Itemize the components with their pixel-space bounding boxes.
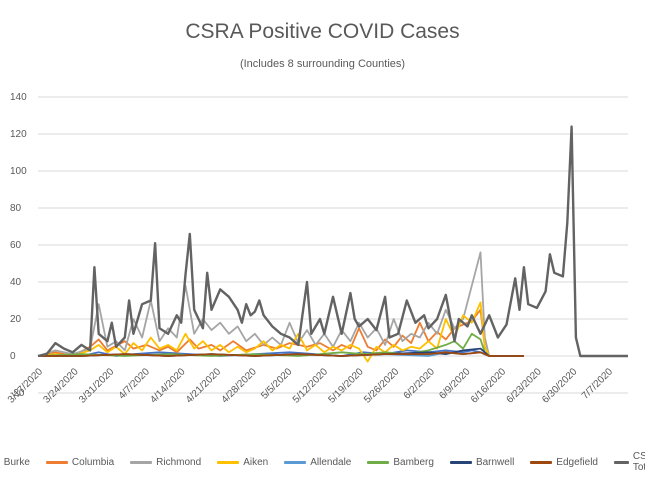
y-tick-label: 40	[10, 277, 22, 288]
legend-item-edgefield: Edgefield	[530, 451, 598, 473]
legend-label: Barnwell	[475, 456, 515, 468]
y-tick-label: 0	[10, 351, 16, 362]
x-tick-label: 4/21/2020	[184, 366, 224, 406]
legend-label: Burke	[3, 456, 30, 468]
chart-title: CSRA Positive COVID Cases	[185, 20, 460, 43]
legend-swatch	[530, 460, 553, 464]
x-tick-label: 4/28/2020	[220, 366, 260, 406]
legend-item-csra-total: CSRA Total	[614, 451, 645, 473]
legend-item-barnwell: Barnwell	[449, 451, 515, 473]
legend-item-burke: Burke	[0, 451, 30, 473]
y-tick-label: 120	[10, 129, 27, 140]
legend-label: Richmond	[156, 456, 202, 468]
x-tick-label: 5/26/2020	[362, 366, 402, 406]
x-tick-label: 5/5/2020	[259, 366, 295, 402]
legend-swatch	[614, 460, 629, 464]
legend-swatch	[130, 460, 153, 464]
x-tick-label: 5/19/2020	[327, 366, 367, 406]
series-line-richmond	[37, 251, 524, 357]
legend-item-aiken: Aiken	[217, 451, 268, 473]
x-tick-label: 7/7/2020	[580, 366, 616, 402]
legend-item-allendale: Allendale	[284, 451, 351, 473]
y-tick-label: -20	[10, 388, 25, 399]
x-tick-label: 5/12/2020	[291, 366, 331, 406]
x-tick-label: 6/2/2020	[402, 366, 438, 402]
y-tick-label: 80	[10, 203, 22, 214]
legend-swatch	[449, 460, 472, 464]
y-tick-label: 100	[10, 166, 27, 177]
x-tick-label: 3/31/2020	[77, 366, 117, 406]
chart-legend: Burke Columbia Richmond Aiken Allendale Bambe…	[0, 451, 645, 473]
legend-label: Allendale	[310, 456, 352, 468]
legend-item-richmond: Richmond	[130, 451, 201, 473]
legend-swatch	[284, 460, 307, 464]
legend-label: Columbia	[71, 456, 115, 468]
x-tick-label: 6/16/2020	[469, 366, 509, 406]
series-line-aiken	[37, 301, 524, 363]
legend-label: Bamberg	[393, 456, 434, 468]
y-tick-label: 140	[10, 92, 27, 103]
legend-swatch	[45, 460, 68, 464]
legend-label: CSRA Total	[632, 451, 645, 473]
series-line-csra-total	[37, 125, 628, 358]
x-tick-label: 4/7/2020	[117, 366, 153, 402]
x-tick-label: 3/24/2020	[42, 366, 82, 406]
legend-label: Edgefield	[556, 456, 598, 468]
legend-label: Aiken	[243, 456, 269, 468]
x-tick-label: 6/30/2020	[540, 366, 580, 406]
x-tick-label: 3/17/2020	[6, 366, 46, 406]
legend-item-columbia: Columbia	[45, 451, 115, 473]
legend-swatch	[367, 460, 390, 464]
y-tick-label: 20	[10, 314, 22, 325]
legend-item-bamberg: Bamberg	[367, 451, 434, 473]
legend-swatch	[217, 460, 240, 464]
x-tick-label: 6/9/2020	[437, 366, 473, 402]
chart-subtitle: (Includes 8 surrounding Counties)	[239, 58, 406, 70]
y-tick-label: 60	[10, 240, 22, 251]
x-tick-label: 4/14/2020	[148, 366, 188, 406]
x-tick-label: 6/23/2020	[505, 366, 545, 406]
series-line-columbia	[37, 308, 524, 357]
series-line-edgefield	[38, 351, 524, 357]
